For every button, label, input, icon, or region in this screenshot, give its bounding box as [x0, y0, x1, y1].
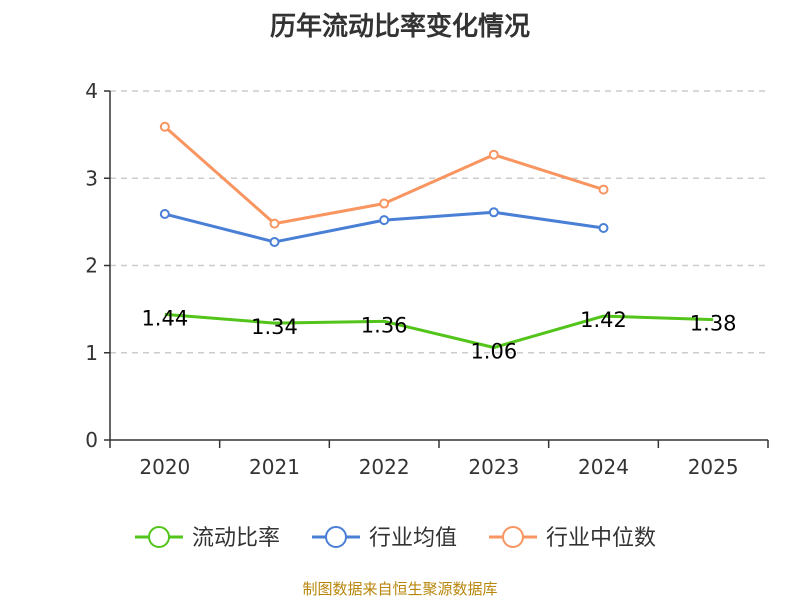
- x-tick-label-2020: 2020: [139, 455, 190, 479]
- data-label-2022: 1.36: [361, 313, 408, 337]
- x-tick-label-2025: 2025: [688, 455, 739, 479]
- legend-label-2: 行业中位数: [546, 526, 656, 551]
- data-label-2023: 1.06: [470, 340, 517, 364]
- gridlines: [110, 90, 768, 354]
- legend-label-1: 行业均值: [369, 526, 457, 551]
- data-label-2021: 1.34: [251, 315, 298, 339]
- legend-item-1[interactable]: 行业均值: [312, 526, 457, 551]
- series-point-1-2020: [159, 209, 170, 220]
- series-point-2-2021: [269, 218, 280, 229]
- legend-item-0[interactable]: 流动比率: [135, 526, 280, 551]
- series-point-2-2020: [159, 121, 170, 132]
- axes: 0 1 2 3 4 2020 2021 2022 2023 2024 2025: [85, 79, 769, 479]
- legend: 流动比率 行业均值 行业中位数: [135, 526, 656, 551]
- series-point-1-2022: [379, 215, 390, 226]
- series-point-1-2024: [598, 222, 609, 233]
- series-point-1-2023: [488, 207, 499, 218]
- data-label-2020: 1.44: [141, 306, 188, 330]
- legend-swatch-marker-0: [148, 526, 170, 548]
- series-point-2-2023: [488, 149, 499, 160]
- y-tick-label-4: 4: [85, 79, 98, 103]
- series-point-2-2022: [379, 198, 390, 209]
- legend-swatch-marker-1: [325, 526, 347, 548]
- x-tick-label-2022: 2022: [359, 455, 410, 479]
- y-tick-label-3: 3: [85, 166, 98, 190]
- series-point-2-2024: [598, 184, 609, 195]
- legend-item-2[interactable]: 行业中位数: [489, 526, 656, 551]
- chart-title: 历年流动比率变化情况: [269, 12, 530, 42]
- x-tick-label-2023: 2023: [468, 455, 519, 479]
- x-tick-label-2024: 2024: [578, 455, 629, 479]
- data-labels: 1.44 1.34 1.36 1.06 1.42 1.38: [141, 306, 736, 363]
- series-lines: [159, 121, 714, 350]
- series-line-0: [164, 312, 714, 350]
- series-point-1-2021: [269, 236, 280, 247]
- series-line-2: [163, 125, 604, 226]
- y-tick-label-2: 2: [85, 254, 98, 278]
- source-note: 制图数据来自恒生聚源数据库: [302, 580, 498, 598]
- data-label-2025: 1.38: [690, 312, 737, 336]
- legend-swatch-marker-2: [502, 526, 524, 548]
- data-label-2024: 1.42: [580, 308, 627, 332]
- legend-label-0: 流动比率: [192, 526, 280, 551]
- x-tick-label-2021: 2021: [249, 455, 300, 479]
- y-tick-label-1: 1: [85, 341, 98, 365]
- y-tick-label-0: 0: [85, 428, 98, 452]
